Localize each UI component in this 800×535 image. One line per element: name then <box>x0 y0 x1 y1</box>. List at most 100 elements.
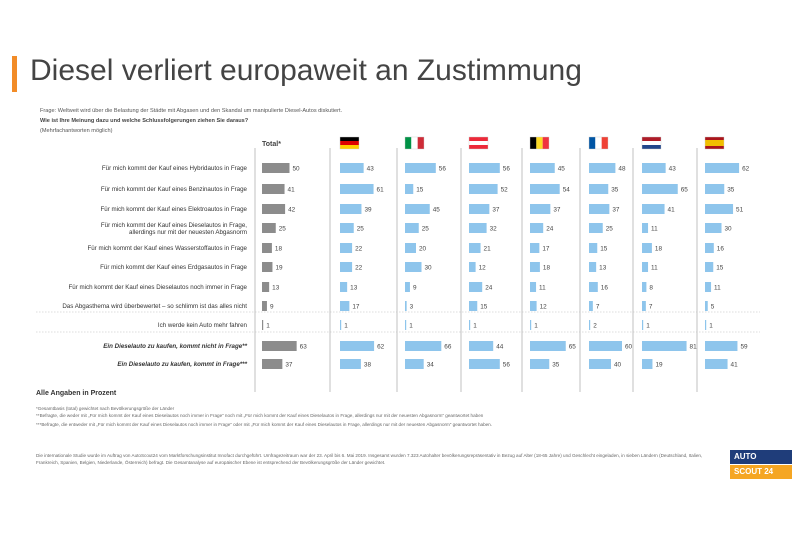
country-bar <box>405 320 407 330</box>
total-bar <box>262 359 283 369</box>
footnote-2: **Befragte, die weder mit „Für mich komm… <box>36 413 484 418</box>
country-bar <box>642 320 644 330</box>
bar-value-label: 13 <box>350 285 358 292</box>
bar-value-label: 34 <box>427 362 435 369</box>
bar-value-label: 45 <box>433 207 441 214</box>
country-bar <box>530 341 566 351</box>
bar-value-label: 38 <box>364 362 372 369</box>
bar-value-label: 41 <box>668 207 676 214</box>
country-bar <box>405 204 430 214</box>
bar-value-label: 43 <box>367 166 375 173</box>
all-values-note: Alle Angaben in Prozent <box>36 390 117 397</box>
country-bar <box>340 163 364 173</box>
bar-value-label: 37 <box>612 207 620 214</box>
bar-value-label: 43 <box>669 166 677 173</box>
bar-value-label: 52 <box>501 187 509 194</box>
bar-value-label: 1 <box>534 323 538 330</box>
country-bar <box>469 184 498 194</box>
bar-value-label: 62 <box>742 166 750 173</box>
bar-value-label: 15 <box>716 265 724 272</box>
country-bar <box>469 204 490 214</box>
country-bar <box>642 243 652 253</box>
flag-de-icon <box>339 136 360 150</box>
bar-value-label: 81 <box>690 344 698 351</box>
country-bar <box>340 204 362 214</box>
bar-value-label: 15 <box>480 304 488 311</box>
flag-be-icon <box>529 136 550 150</box>
country-bar <box>705 163 740 173</box>
country-bar <box>705 359 728 369</box>
country-bar <box>340 223 354 233</box>
bar-value-label: 37 <box>285 362 293 369</box>
bar-value-label: 66 <box>444 344 452 351</box>
country-bar <box>589 243 598 253</box>
bar-value-label: 54 <box>563 187 571 194</box>
bar-value-label: 8 <box>649 285 653 292</box>
question-line-3: (Mehrfachantworten möglich) <box>40 128 113 134</box>
bar-value-label: 44 <box>496 344 504 351</box>
country-bar <box>642 163 666 173</box>
bar-value-label: 7 <box>649 304 653 311</box>
country-bar <box>405 262 422 272</box>
country-bar <box>589 301 593 311</box>
country-bar <box>589 320 591 330</box>
total-bar <box>262 184 285 194</box>
bar-value-label: 37 <box>553 207 561 214</box>
bar-value-label: 51 <box>736 207 744 214</box>
country-bar <box>340 262 353 272</box>
bar-value-label: 50 <box>293 166 301 173</box>
row-label: Für mich kommt der Kauf eines Hybridauto… <box>102 165 248 172</box>
country-bar <box>642 359 653 369</box>
bar-value-label: 5 <box>711 304 715 311</box>
bar-value-label: 18 <box>543 265 551 272</box>
row-label: Für mich kommt der Kauf eines Dieselauto… <box>101 222 247 236</box>
bar-value-label: 13 <box>599 265 607 272</box>
bar-value-label: 25 <box>279 226 287 233</box>
bar-value-label: 56 <box>503 166 511 173</box>
row-label: Das Abgasthema wird überbewertet – so sc… <box>62 303 247 310</box>
country-bar <box>642 184 678 194</box>
country-bar <box>530 282 537 292</box>
title-accent-bar <box>12 56 17 92</box>
bar-value-label: 24 <box>485 285 493 292</box>
country-bar <box>705 184 725 194</box>
flag-nl-icon <box>641 136 662 150</box>
bar-value-label: 63 <box>300 344 308 351</box>
bar-value-label: 20 <box>419 246 427 253</box>
country-bar <box>530 243 540 253</box>
column-header-total: Total* <box>262 141 281 148</box>
bar-value-label: 19 <box>275 265 283 272</box>
country-bar <box>705 320 707 330</box>
country-bar <box>405 163 436 173</box>
country-bar <box>405 282 410 292</box>
bar-value-label: 17 <box>542 246 550 253</box>
country-bar <box>530 320 532 330</box>
row-label: Ich werde kein Auto mehr fahren <box>158 322 248 329</box>
bar-value-label: 1 <box>646 323 650 330</box>
country-bar <box>469 341 494 351</box>
country-bar <box>469 320 471 330</box>
row-label: Ein Dieselauto zu kaufen, kommt in Frage… <box>117 361 247 368</box>
country-bar <box>469 223 487 233</box>
country-bar <box>340 243 353 253</box>
country-bar <box>530 359 550 369</box>
country-bar <box>340 184 374 194</box>
country-bar <box>705 223 722 233</box>
country-bar <box>405 184 414 194</box>
bar-value-label: 40 <box>614 362 622 369</box>
country-bar <box>589 204 610 214</box>
country-bar <box>589 262 597 272</box>
total-bar <box>262 262 273 272</box>
flag-at-icon <box>468 136 489 150</box>
bar-value-label: 22 <box>355 246 363 253</box>
flag-it-icon <box>404 136 425 150</box>
footnote-1: *Gesamtbasis (total) gewichtet nach Bevö… <box>36 406 175 411</box>
country-bar <box>642 301 646 311</box>
bar-value-label: 11 <box>651 226 658 233</box>
country-bar <box>405 301 407 311</box>
country-bar <box>705 204 734 214</box>
bar-value-label: 18 <box>275 246 283 253</box>
country-bar <box>469 262 476 272</box>
bar-value-label: 41 <box>288 187 296 194</box>
